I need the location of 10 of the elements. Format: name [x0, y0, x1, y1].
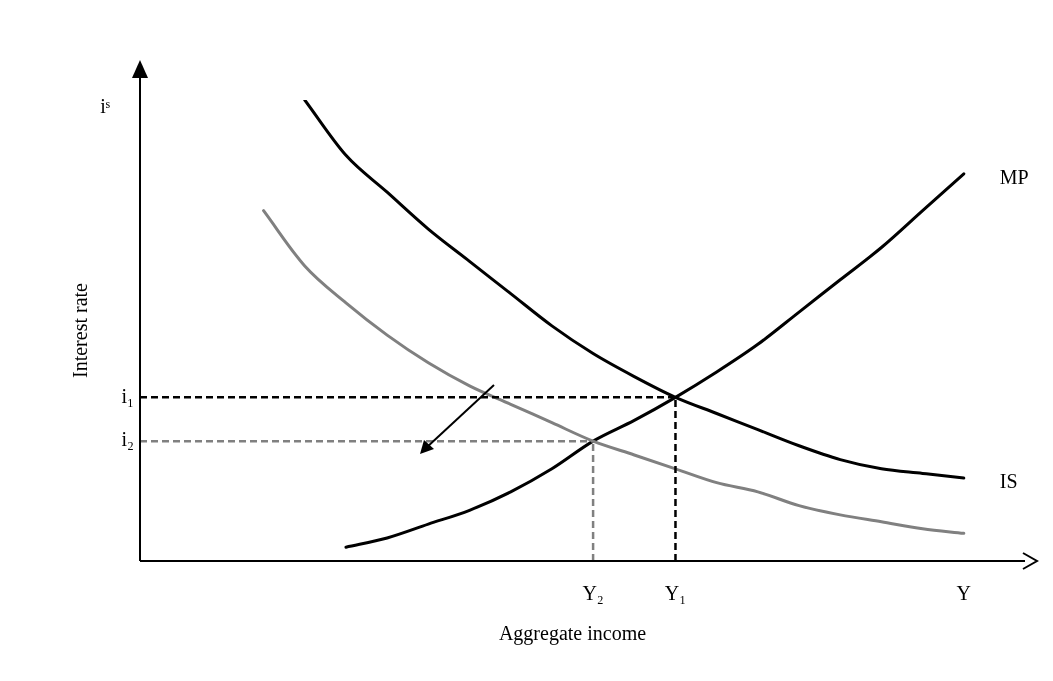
- x-tick-label: Y₂: [582, 582, 604, 605]
- x-tick-label: Y: [956, 582, 972, 605]
- ref-line-label: i₁: [121, 384, 134, 407]
- ref-line-label: i₂: [121, 428, 134, 451]
- x-axis-title: Aggregate income: [498, 622, 647, 646]
- series-label: MP: [999, 166, 1029, 189]
- x-tick-label: Y₁: [664, 582, 687, 605]
- y-axis-title: Interest rate: [69, 282, 92, 378]
- text: iˢ: [100, 95, 110, 118]
- series-label: IS: [999, 470, 1018, 493]
